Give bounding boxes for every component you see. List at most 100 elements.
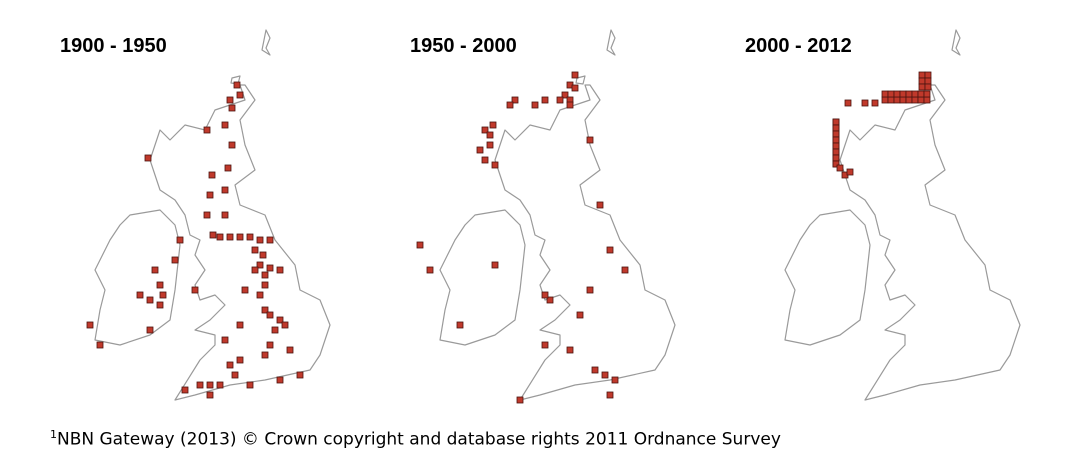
record-square bbox=[832, 130, 840, 138]
record-square bbox=[228, 141, 236, 149]
record-square bbox=[541, 96, 549, 104]
record-square bbox=[251, 266, 259, 274]
record-square bbox=[146, 326, 154, 334]
record-square bbox=[259, 251, 267, 259]
record-square bbox=[209, 231, 217, 239]
record-square bbox=[216, 233, 224, 241]
record-square bbox=[924, 77, 932, 85]
record-square bbox=[911, 96, 919, 104]
record-square bbox=[476, 146, 484, 154]
record-square bbox=[261, 351, 269, 359]
record-square bbox=[151, 266, 159, 274]
record-square bbox=[516, 396, 524, 404]
record-square bbox=[221, 121, 229, 129]
record-square bbox=[181, 386, 189, 394]
record-square bbox=[481, 156, 489, 164]
record-square bbox=[836, 164, 844, 172]
record-square bbox=[221, 336, 229, 344]
footnote: 1NBN Gateway (2013) © Crown copyright an… bbox=[50, 428, 781, 450]
record-square bbox=[261, 306, 269, 314]
record-square bbox=[276, 376, 284, 384]
record-square bbox=[196, 381, 204, 389]
record-square bbox=[416, 241, 424, 249]
record-square bbox=[224, 164, 232, 172]
record-square bbox=[481, 126, 489, 134]
record-square bbox=[206, 381, 214, 389]
record-square bbox=[917, 90, 925, 98]
record-square bbox=[144, 154, 152, 162]
record-square bbox=[832, 154, 840, 162]
record-square bbox=[611, 376, 619, 384]
record-square bbox=[256, 261, 264, 269]
record-square bbox=[905, 90, 913, 98]
record-square bbox=[156, 281, 164, 289]
record-square bbox=[591, 366, 599, 374]
record-square bbox=[924, 83, 932, 91]
record-square bbox=[546, 296, 554, 304]
record-square bbox=[911, 90, 919, 98]
record-square bbox=[281, 321, 289, 329]
map-title: 1900 - 1950 bbox=[60, 35, 167, 57]
record-square bbox=[256, 236, 264, 244]
record-square bbox=[887, 90, 895, 98]
record-square bbox=[541, 341, 549, 349]
record-square bbox=[924, 71, 932, 79]
coastline bbox=[784, 29, 1021, 401]
record-square bbox=[486, 131, 494, 139]
record-square bbox=[541, 291, 549, 299]
record-square bbox=[136, 291, 144, 299]
record-square bbox=[846, 168, 854, 176]
record-square bbox=[601, 371, 609, 379]
record-square bbox=[261, 281, 269, 289]
record-square bbox=[256, 291, 264, 299]
record-square bbox=[206, 191, 214, 199]
record-square bbox=[191, 286, 199, 294]
record-square bbox=[231, 371, 239, 379]
record-square bbox=[276, 316, 284, 324]
coastline bbox=[94, 29, 331, 401]
record-square bbox=[236, 91, 244, 99]
record-square bbox=[233, 81, 241, 89]
record-square bbox=[208, 171, 216, 179]
record-square bbox=[832, 160, 840, 168]
record-square bbox=[832, 148, 840, 156]
record-square bbox=[511, 96, 519, 104]
record-square bbox=[176, 236, 184, 244]
record-square bbox=[621, 266, 629, 274]
map-title: 1950 - 2000 bbox=[410, 35, 517, 57]
record-square bbox=[861, 99, 869, 107]
record-square bbox=[832, 118, 840, 126]
record-square bbox=[486, 141, 494, 149]
record-square bbox=[881, 96, 889, 104]
record-square bbox=[86, 321, 94, 329]
record-square bbox=[159, 291, 167, 299]
record-square bbox=[226, 361, 234, 369]
record-square bbox=[266, 236, 274, 244]
record-square bbox=[893, 96, 901, 104]
record-square bbox=[206, 391, 214, 399]
record-square bbox=[286, 346, 294, 354]
record-square bbox=[917, 96, 925, 104]
record-square bbox=[171, 256, 179, 264]
record-square bbox=[893, 90, 901, 98]
record-square bbox=[832, 136, 840, 144]
record-square bbox=[236, 356, 244, 364]
record-square bbox=[146, 296, 154, 304]
record-square bbox=[596, 201, 604, 209]
record-square bbox=[899, 96, 907, 104]
record-square bbox=[571, 71, 579, 79]
record-square bbox=[221, 186, 229, 194]
record-square bbox=[241, 286, 249, 294]
record-square bbox=[506, 101, 514, 109]
record-square bbox=[203, 126, 211, 134]
record-square bbox=[156, 301, 164, 309]
record-square bbox=[918, 77, 926, 85]
record-square bbox=[905, 96, 913, 104]
record-square bbox=[586, 136, 594, 144]
record-square bbox=[881, 90, 889, 98]
record-square bbox=[531, 101, 539, 109]
record-square bbox=[918, 71, 926, 79]
record-square bbox=[871, 99, 879, 107]
